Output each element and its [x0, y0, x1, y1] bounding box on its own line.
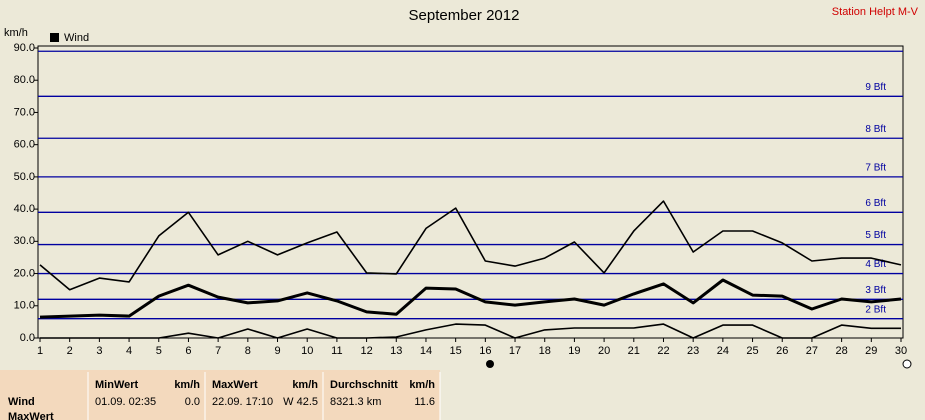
legend-swatch	[50, 33, 59, 42]
beaufort-label: 7 Bft	[865, 163, 886, 174]
x-tick-label: 2	[67, 345, 73, 357]
chart-title: September 2012	[409, 7, 520, 24]
row-label: MaxWert	[8, 411, 54, 420]
x-tick-label: 11	[331, 345, 342, 357]
series-line	[39, 278, 902, 319]
x-tick-label: 26	[776, 345, 788, 357]
column-title: MinWert	[95, 379, 139, 391]
x-tick-label: 18	[539, 345, 551, 357]
column-unit: km/h	[292, 379, 318, 391]
y-tick-label: 10.0	[14, 300, 35, 312]
x-tick-label: 8	[245, 345, 251, 357]
y-tick-label: 80.0	[14, 74, 35, 86]
beaufort-label: 6 Bft	[865, 198, 886, 209]
x-tick-label: 19	[568, 345, 580, 357]
legend-label: Wind	[64, 32, 89, 44]
column-title: MaxWert	[212, 379, 258, 391]
x-tick-label: 16	[479, 345, 491, 357]
marker-today	[486, 360, 494, 368]
column-unit: km/h	[174, 379, 200, 391]
x-tick-label: 14	[420, 345, 432, 357]
series-line	[39, 200, 902, 291]
row-label: Wind	[8, 396, 35, 408]
y-tick-label: 70.0	[14, 106, 35, 118]
x-tick-label: 13	[390, 345, 402, 357]
beaufort-label: 2 Bft	[865, 304, 886, 315]
cell: 8321.3 km	[330, 396, 381, 408]
plot-frame	[37, 45, 904, 339]
y-tick-label: 20.0	[14, 267, 35, 279]
x-tick-label: 15	[450, 345, 462, 357]
y-tick-label: 30.0	[14, 235, 35, 247]
x-tick-label: 27	[806, 345, 818, 357]
cell: 11.6	[414, 396, 435, 408]
y-axis-label: km/h	[4, 27, 28, 39]
x-tick-label: 12	[360, 345, 372, 357]
y-tick-label: 90.0	[14, 42, 35, 54]
x-tick-label: 10	[301, 345, 313, 357]
beaufort-label: 9 Bft	[865, 82, 886, 93]
y-tick-label: 60.0	[14, 139, 35, 151]
cell: W 42.5	[283, 396, 318, 408]
series-line	[40, 323, 901, 339]
x-tick-label: 6	[185, 345, 191, 357]
cell: 01.09. 02:35	[95, 396, 156, 408]
cell: 22.09. 17:10	[212, 396, 273, 408]
x-tick-label: 30	[895, 345, 907, 357]
beaufort-label: 5 Bft	[865, 230, 886, 241]
summary-panel	[0, 370, 440, 420]
x-tick-label: 1	[37, 345, 43, 357]
beaufort-label: 3 Bft	[865, 285, 886, 296]
x-tick-label: 21	[628, 345, 640, 357]
x-tick-label: 28	[835, 345, 847, 357]
x-tick-label: 7	[215, 345, 221, 357]
y-tick-label: 0.0	[20, 332, 35, 344]
x-tick-label: 4	[126, 345, 132, 357]
column-unit: km/h	[409, 379, 435, 391]
x-tick-label: 29	[865, 345, 877, 357]
column-title: Durchschnitt	[330, 379, 398, 391]
x-tick-label: 5	[156, 345, 162, 357]
x-tick-label: 24	[717, 345, 729, 357]
x-tick-label: 3	[96, 345, 102, 357]
station-name: Station Helpt M-V	[832, 6, 919, 18]
summary-table: Wind MaxWert MinWert km/h 01.09. 02:35 0.0 Max…	[8, 372, 441, 420]
x-tick-label: 22	[657, 345, 669, 357]
beaufort-label: 4 Bft	[865, 259, 886, 270]
marker-end	[902, 359, 912, 369]
cell: 0.0	[185, 396, 200, 408]
y-tick-label: 40.0	[14, 203, 35, 215]
beaufort-label: 8 Bft	[865, 124, 886, 135]
x-tick-label: 23	[687, 345, 699, 357]
y-tick-label: 50.0	[14, 171, 35, 183]
x-tick-label: 9	[274, 345, 280, 357]
x-tick-label: 25	[746, 345, 758, 357]
x-tick-label: 17	[509, 345, 521, 357]
x-tick-label: 20	[598, 345, 610, 357]
